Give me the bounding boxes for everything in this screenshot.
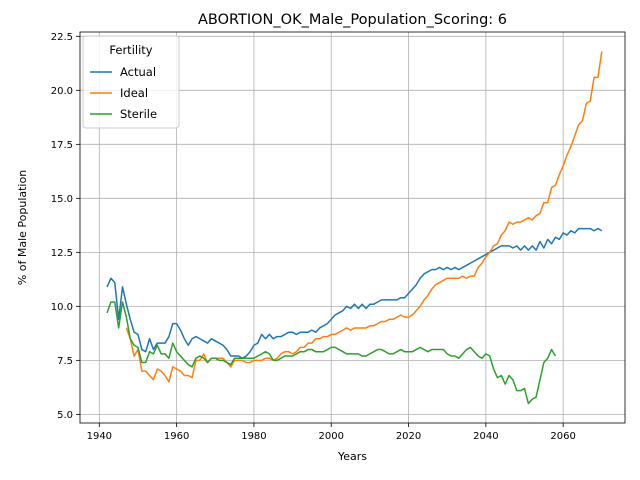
series-line-sterile: [106, 301, 557, 405]
legend-label-sterile: Sterile: [120, 107, 157, 121]
x-tick-label: 1940: [87, 431, 112, 442]
legend-label-ideal: Ideal: [120, 86, 148, 100]
legend-label-actual: Actual: [120, 65, 156, 79]
x-axis: 1940 1960 1980 2000 2020 2040 2060: [87, 423, 576, 442]
y-tick-label: 15.0: [51, 194, 73, 205]
y-tick-label: 12.5: [51, 248, 73, 259]
y-tick-label: 10.0: [51, 302, 73, 313]
x-tick-label: 1960: [164, 431, 189, 442]
y-axis-label: % of Male Population: [16, 170, 29, 285]
y-axis: 5.0 7.5 10.0 12.5 15.0 17.5 20.0 22.5: [51, 32, 80, 421]
y-tick-label: 7.5: [57, 356, 73, 367]
series-line-ideal: [125, 51, 603, 383]
y-tick-label: 17.5: [51, 140, 73, 151]
legend-title: Fertility: [109, 43, 152, 57]
y-tick-label: 20.0: [51, 86, 73, 97]
x-tick-label: 2000: [319, 431, 344, 442]
x-tick-label: 2060: [550, 431, 575, 442]
chart-title: ABORTION_OK_Male_Population_Scoring: 6: [198, 12, 507, 28]
series-line-actual: [106, 227, 603, 359]
x-tick-label: 2020: [396, 431, 421, 442]
legend-box: [82, 35, 180, 129]
x-tick-label: 1980: [241, 431, 266, 442]
series-layer: [106, 51, 603, 405]
x-axis-label: Years: [337, 450, 367, 463]
grid: [80, 32, 625, 423]
legend: Fertility Actual Ideal Sterile: [82, 35, 180, 129]
x-tick-label: 2040: [473, 431, 498, 442]
y-tick-label: 5.0: [57, 410, 73, 421]
plot-frame: [79, 31, 626, 424]
y-tick-label: 22.5: [51, 32, 73, 43]
